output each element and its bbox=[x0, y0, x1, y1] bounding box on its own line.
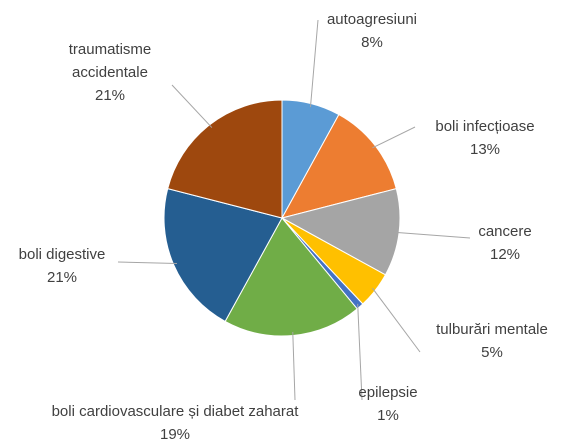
leader-line bbox=[309, 19, 319, 108]
leader-line bbox=[171, 84, 213, 128]
data-label: traumatisme accidentale 21% bbox=[50, 38, 170, 107]
value-label: 21% bbox=[46, 269, 78, 286]
category-label: tulburări mentale bbox=[436, 321, 548, 338]
category-label: autoagresiuni bbox=[326, 11, 418, 28]
value-label: 21% bbox=[94, 87, 126, 104]
data-label: cancere 12% bbox=[405, 220, 568, 266]
leader-line bbox=[372, 287, 421, 353]
data-label: boli infecțioase 13% bbox=[385, 115, 568, 161]
value-label: 13% bbox=[469, 141, 501, 158]
category-label: traumatisme accidentale bbox=[68, 41, 152, 81]
leader-line bbox=[357, 303, 363, 401]
data-label: epilepsie 1% bbox=[288, 381, 488, 427]
category-label: cancere bbox=[478, 223, 532, 240]
leader-line bbox=[395, 231, 471, 239]
category-label: boli digestive bbox=[18, 246, 106, 263]
leader-line bbox=[117, 261, 177, 264]
value-label: 5% bbox=[481, 344, 503, 361]
data-label: boli digestive 21% bbox=[0, 243, 162, 289]
data-label: boli cardiovasculare și diabet zaharat 19… bbox=[0, 400, 375, 444]
leader-line bbox=[372, 126, 416, 149]
value-label: 1% bbox=[377, 407, 399, 424]
data-label: tulburări mentale 5% bbox=[392, 318, 568, 364]
pie-slice bbox=[281, 113, 397, 219]
value-label: 12% bbox=[489, 246, 521, 263]
category-label: boli cardiovasculare și diabet zaharat bbox=[51, 403, 299, 420]
data-label: autoagresiuni 8% bbox=[272, 8, 472, 54]
value-label: 8% bbox=[361, 34, 383, 51]
category-label: epilepsie bbox=[358, 384, 418, 401]
value-label: 19% bbox=[159, 426, 191, 443]
leader-line bbox=[292, 331, 296, 401]
category-label: boli infecțioase bbox=[435, 118, 535, 135]
pie-slice bbox=[163, 188, 283, 323]
